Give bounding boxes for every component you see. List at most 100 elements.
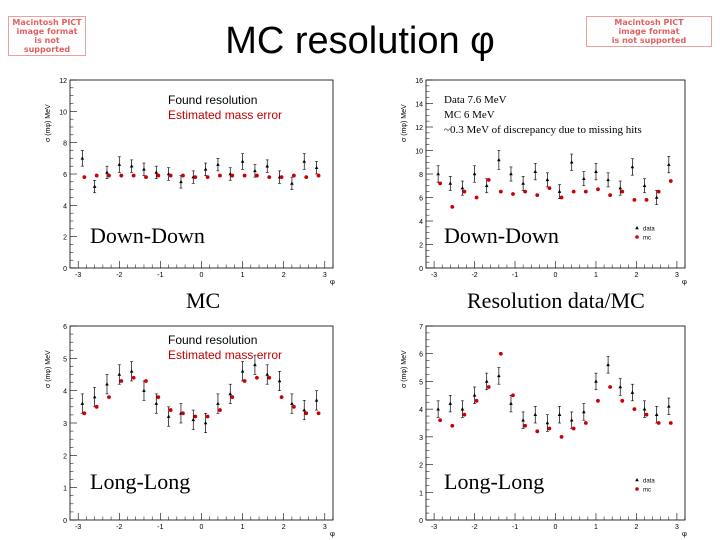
data-point [509,401,513,405]
y-tick-label: 8 [63,141,67,148]
mc-point [596,398,600,403]
data-point [497,373,501,378]
data-point [129,369,134,373]
y-tick-label: 8 [419,172,423,179]
legend-text-top-left: Found resolution Estimated mass error [168,93,282,123]
mc-point [450,205,455,209]
mc-point [119,173,124,178]
mc-point [474,398,479,403]
mc-point [304,411,309,416]
mc-point [608,385,613,389]
data-point [582,176,586,180]
mc-point [462,189,467,194]
x-axis-label: φ [330,530,335,538]
mc-point [144,175,148,180]
mc-point [644,197,649,202]
label-long-long-right: Long-Long [440,468,549,496]
x-tick-label: 0 [200,524,204,531]
caption-mc: MC [186,288,221,313]
x-tick-label: -3 [431,272,437,279]
data-point [290,401,294,405]
y-axis-label: σ (mφ) MeV [45,350,52,388]
legend-estimated-mass-error: Estimated mass error [168,108,283,122]
pict-placeholder-right: Macintosh PICT image format is not suppo… [586,16,712,47]
mc-point [559,434,564,439]
mc-point [608,193,613,198]
chart-bottom-right: 0 1 2 3 4 5 6 7 -3 -2 -1 0 1 2 3 σ (mφ) MeV φ data mc [360,318,710,540]
legend-mc-marker [635,487,639,491]
data-point [142,167,146,171]
data-point [545,177,550,182]
mc-point [156,173,161,178]
x-tick-label: -2 [471,272,477,279]
data-point [460,407,465,411]
data-point [448,181,453,185]
y-tick-label: 6 [419,196,423,203]
data-point [460,186,465,190]
legend-found-resolution: Found resolution [168,333,258,347]
y-tick-label: 4 [63,203,67,210]
x-tick-label: 2 [634,524,638,531]
legend-text-bottom-left: Found resolution Estimated mass error [168,333,282,363]
legend-mc-label: mc [643,236,651,242]
x-axis-label: φ [682,530,687,538]
data-point [253,362,257,367]
data-point [484,183,489,188]
data-point [80,156,85,160]
mc-point [131,375,136,380]
data-point [216,162,220,166]
mc-point [632,197,637,202]
y-tick-label: 10 [415,149,423,156]
x-tick-label: 0 [554,524,558,531]
data-point [436,172,440,176]
pict-line-2: image format [618,27,680,36]
pict-line-3: is not supported [23,36,71,54]
plot-svg: 0 1 2 3 4 5 6 7 -3 -2 -1 0 1 2 3 σ (mφ) MeV φ data mc [401,324,687,538]
slide-title: MC resolution φ [225,20,495,62]
plot-svg: 0 1 2 3 4 5 6 -3 -2 -1 0 1 2 3 σ (mφ) MeV φ [45,324,335,538]
data-point [509,172,513,176]
data-point [582,409,586,414]
mc-point [486,177,491,182]
data-point [533,412,538,416]
data-point [472,393,477,397]
y-tick-label: 5 [63,356,67,363]
x-axis-label: φ [682,278,687,286]
mc-point [107,173,111,178]
mc-point [316,173,321,178]
x-tick-label: 1 [594,524,598,531]
y-tick-label: 14 [415,102,423,109]
mc-point [218,408,222,412]
mc-point [131,173,136,178]
data-point [265,372,270,376]
mc-point [571,426,576,431]
x-tick-label: 2 [634,272,638,279]
x-tick-label: -3 [75,524,81,531]
mc-point [583,421,588,425]
legend-estimated-mass-error: Estimated mass error [168,348,283,362]
x-tick-label: 3 [675,524,679,531]
y-tick-label: 16 [415,78,423,85]
label-down-down-left: Down-Down [86,222,209,250]
data-point [302,408,307,412]
data-point [129,164,134,168]
data-point [436,407,440,411]
y-tick-label: 6 [63,324,67,331]
data-point [667,162,671,166]
data-point [472,172,477,176]
data-point [594,379,598,383]
mc-point [316,411,321,416]
data-point [654,195,659,199]
mc-point [438,418,443,423]
note-mc: MC 6 MeV [444,109,495,121]
y-tick-label: 3 [63,421,67,428]
y-tick-label: 0 [63,266,67,273]
data-point [105,170,109,174]
discrepancy-notes: Data 7.6 MeV MC 6 MeV ~0.3 MeV of discre… [444,93,642,138]
data-point [142,388,146,392]
x-tick-label: -1 [157,524,163,531]
mc-point [156,395,161,400]
x-tick-label: -1 [512,524,518,531]
legend-mc-marker [635,235,639,239]
